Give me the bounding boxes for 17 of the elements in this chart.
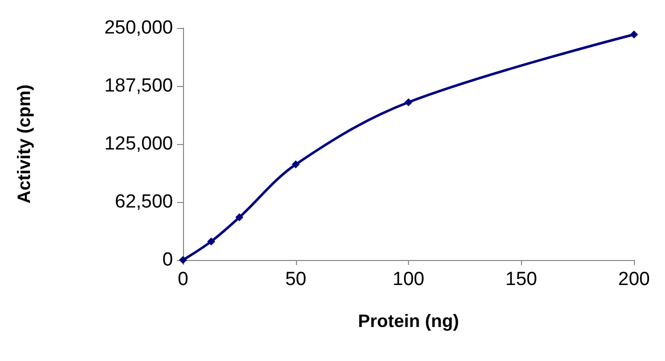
x-axis-title: Protein (ng) [358,311,459,331]
point [404,98,412,106]
y-tick-label: 187,500 [104,76,173,96]
y-tick-label: 125,000 [104,134,173,154]
y-tick-label: 62,500 [114,192,173,212]
x-tick-label: 100 [392,269,424,290]
point [207,237,216,246]
x-tick-label: 0 [178,269,188,290]
y-tick-label: 0 [162,250,173,270]
point [630,30,638,38]
x-tick-label: 150 [505,269,538,290]
y-axis-title: Activity (cpm) [14,84,34,204]
point [235,213,244,222]
x-tick-label: 200 [618,269,650,290]
y-tick-label: 250,000 [104,18,173,38]
x-tick-label: 50 [285,269,306,290]
point [292,160,300,168]
